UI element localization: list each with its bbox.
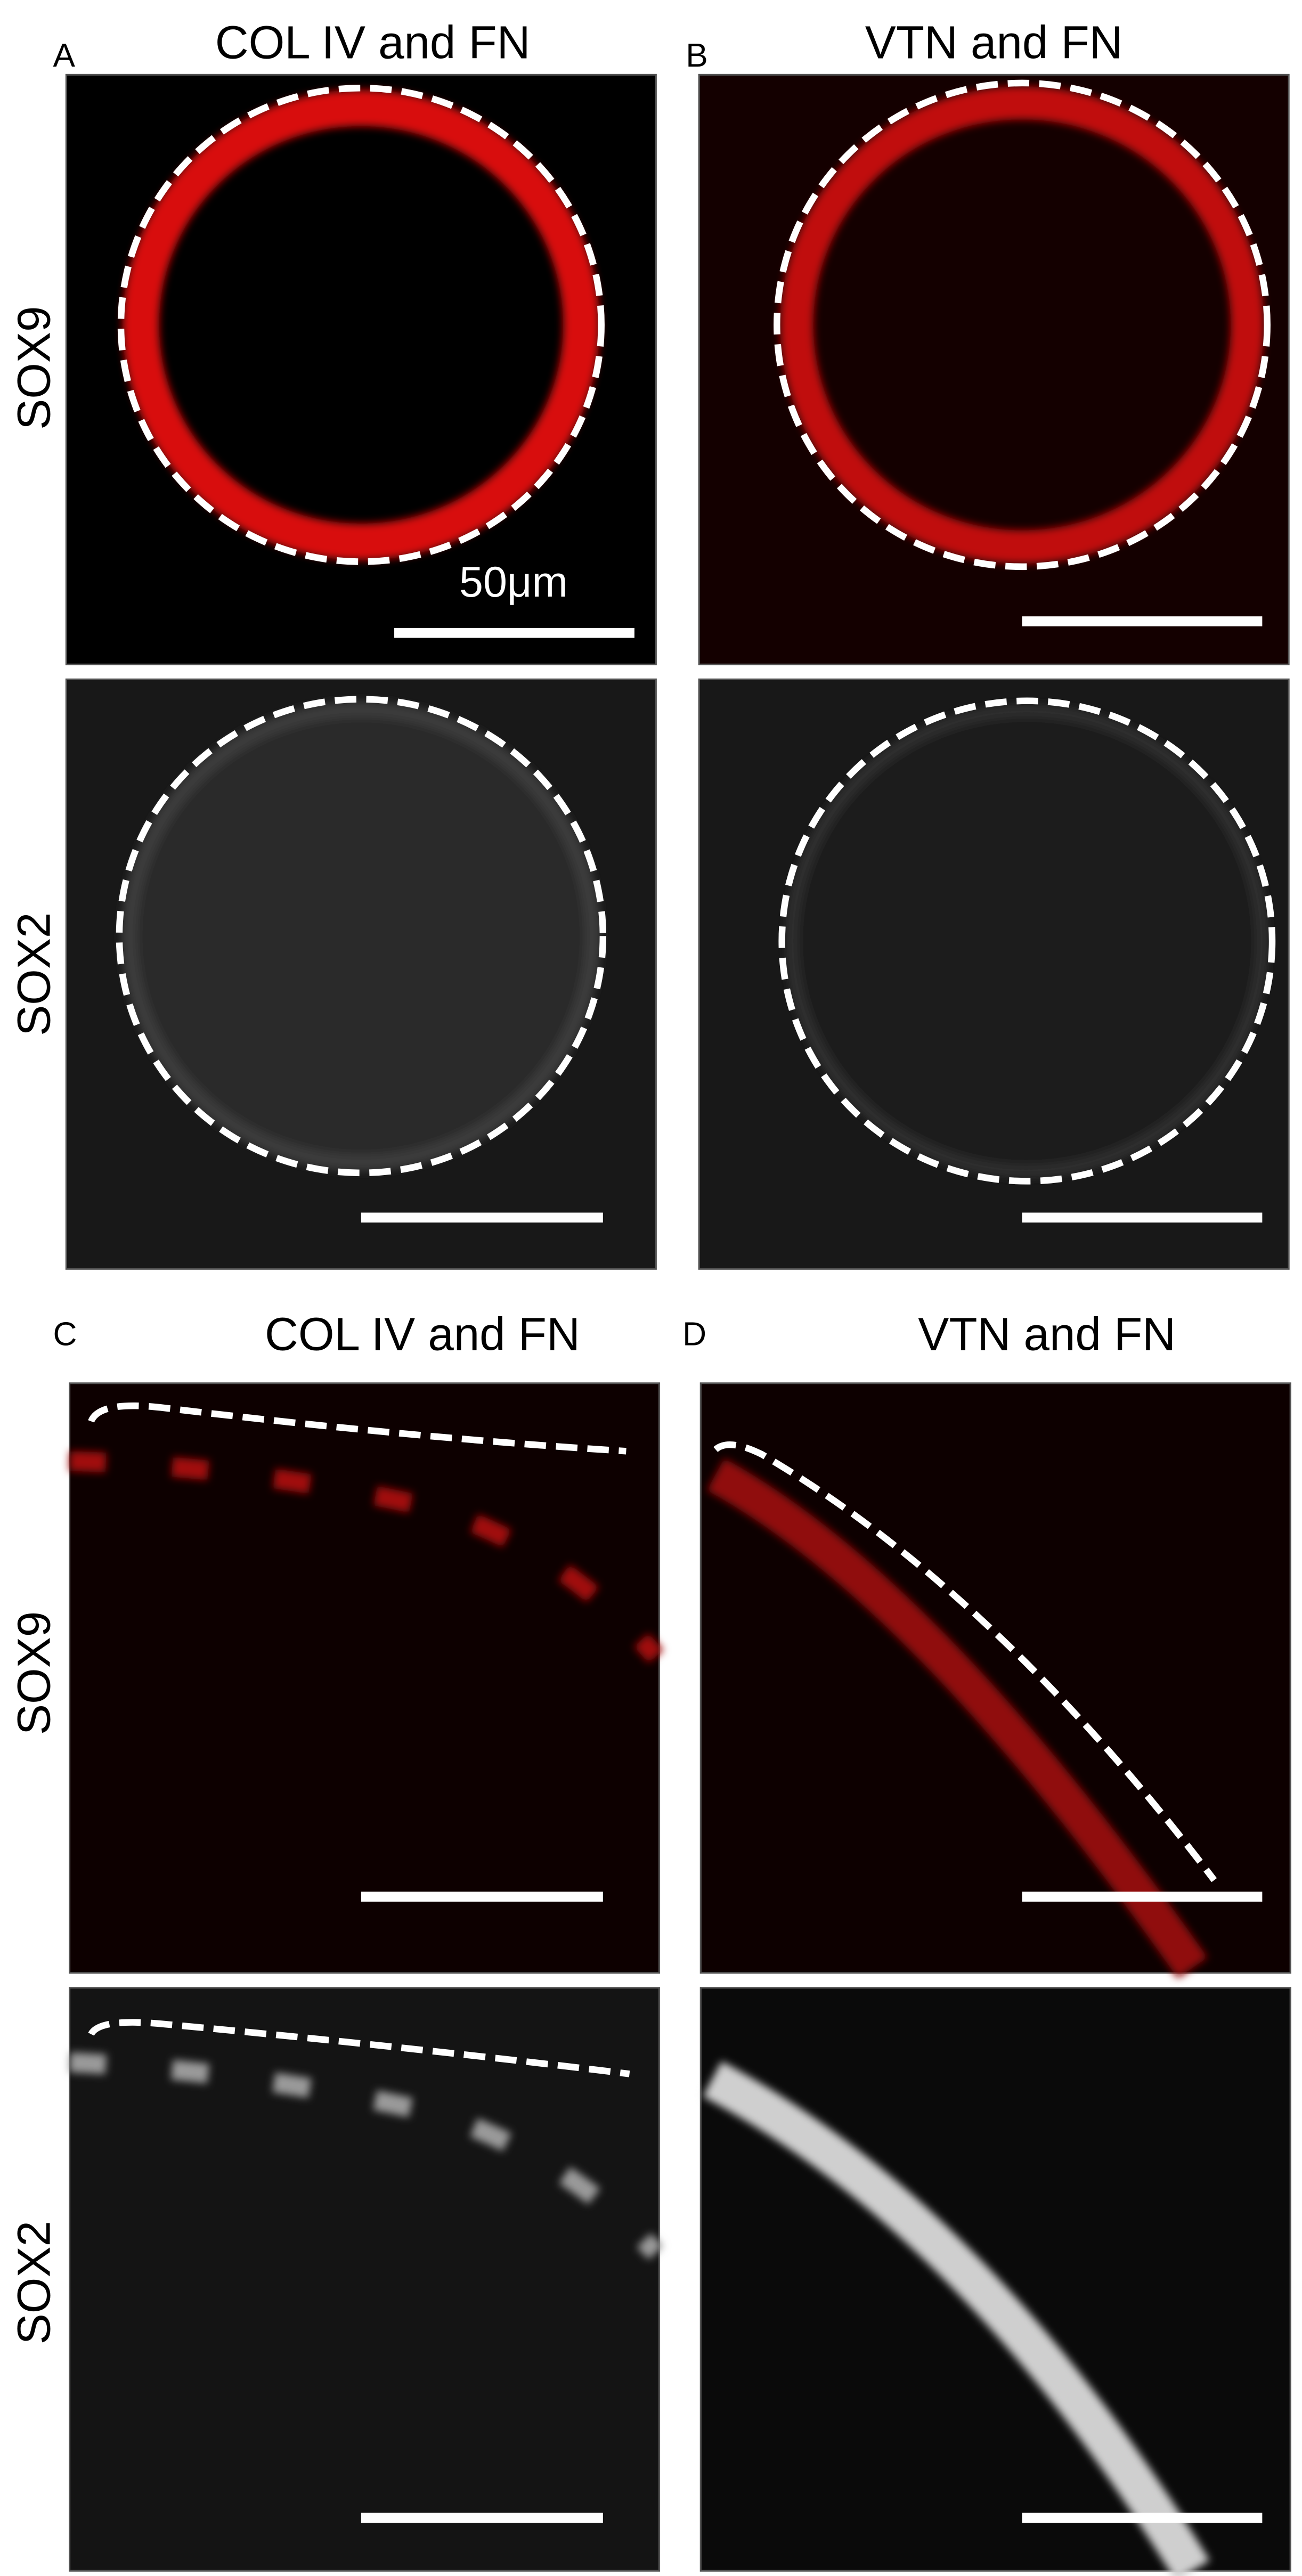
row-label: SOX9	[8, 1611, 60, 1735]
panel-letter: C	[53, 1316, 77, 1352]
row-label: SOX9	[8, 306, 60, 430]
image-panel	[69, 1987, 663, 2572]
panel-title: VTN and FN	[865, 17, 1123, 68]
row-label: SOX2	[8, 912, 60, 1036]
panel-title: COL IV and FN	[215, 17, 531, 68]
image-panel	[65, 678, 657, 1270]
scale-bar-label: 50μm	[459, 558, 568, 606]
row-label: SOX2	[8, 2221, 60, 2344]
panel-letter: A	[53, 37, 76, 74]
panel-letter: B	[686, 37, 707, 74]
panel-letter: D	[682, 1316, 706, 1352]
image-panel	[69, 1382, 664, 1974]
panel-title: VTN and FN	[918, 1309, 1176, 1360]
panel-title: COL IV and FN	[265, 1309, 580, 1360]
image-panel	[699, 1382, 1291, 1979]
image-panel	[698, 74, 1290, 665]
image-panel	[698, 678, 1290, 1270]
image-panel: 50μm	[65, 74, 657, 665]
image-panel	[699, 1987, 1291, 2576]
